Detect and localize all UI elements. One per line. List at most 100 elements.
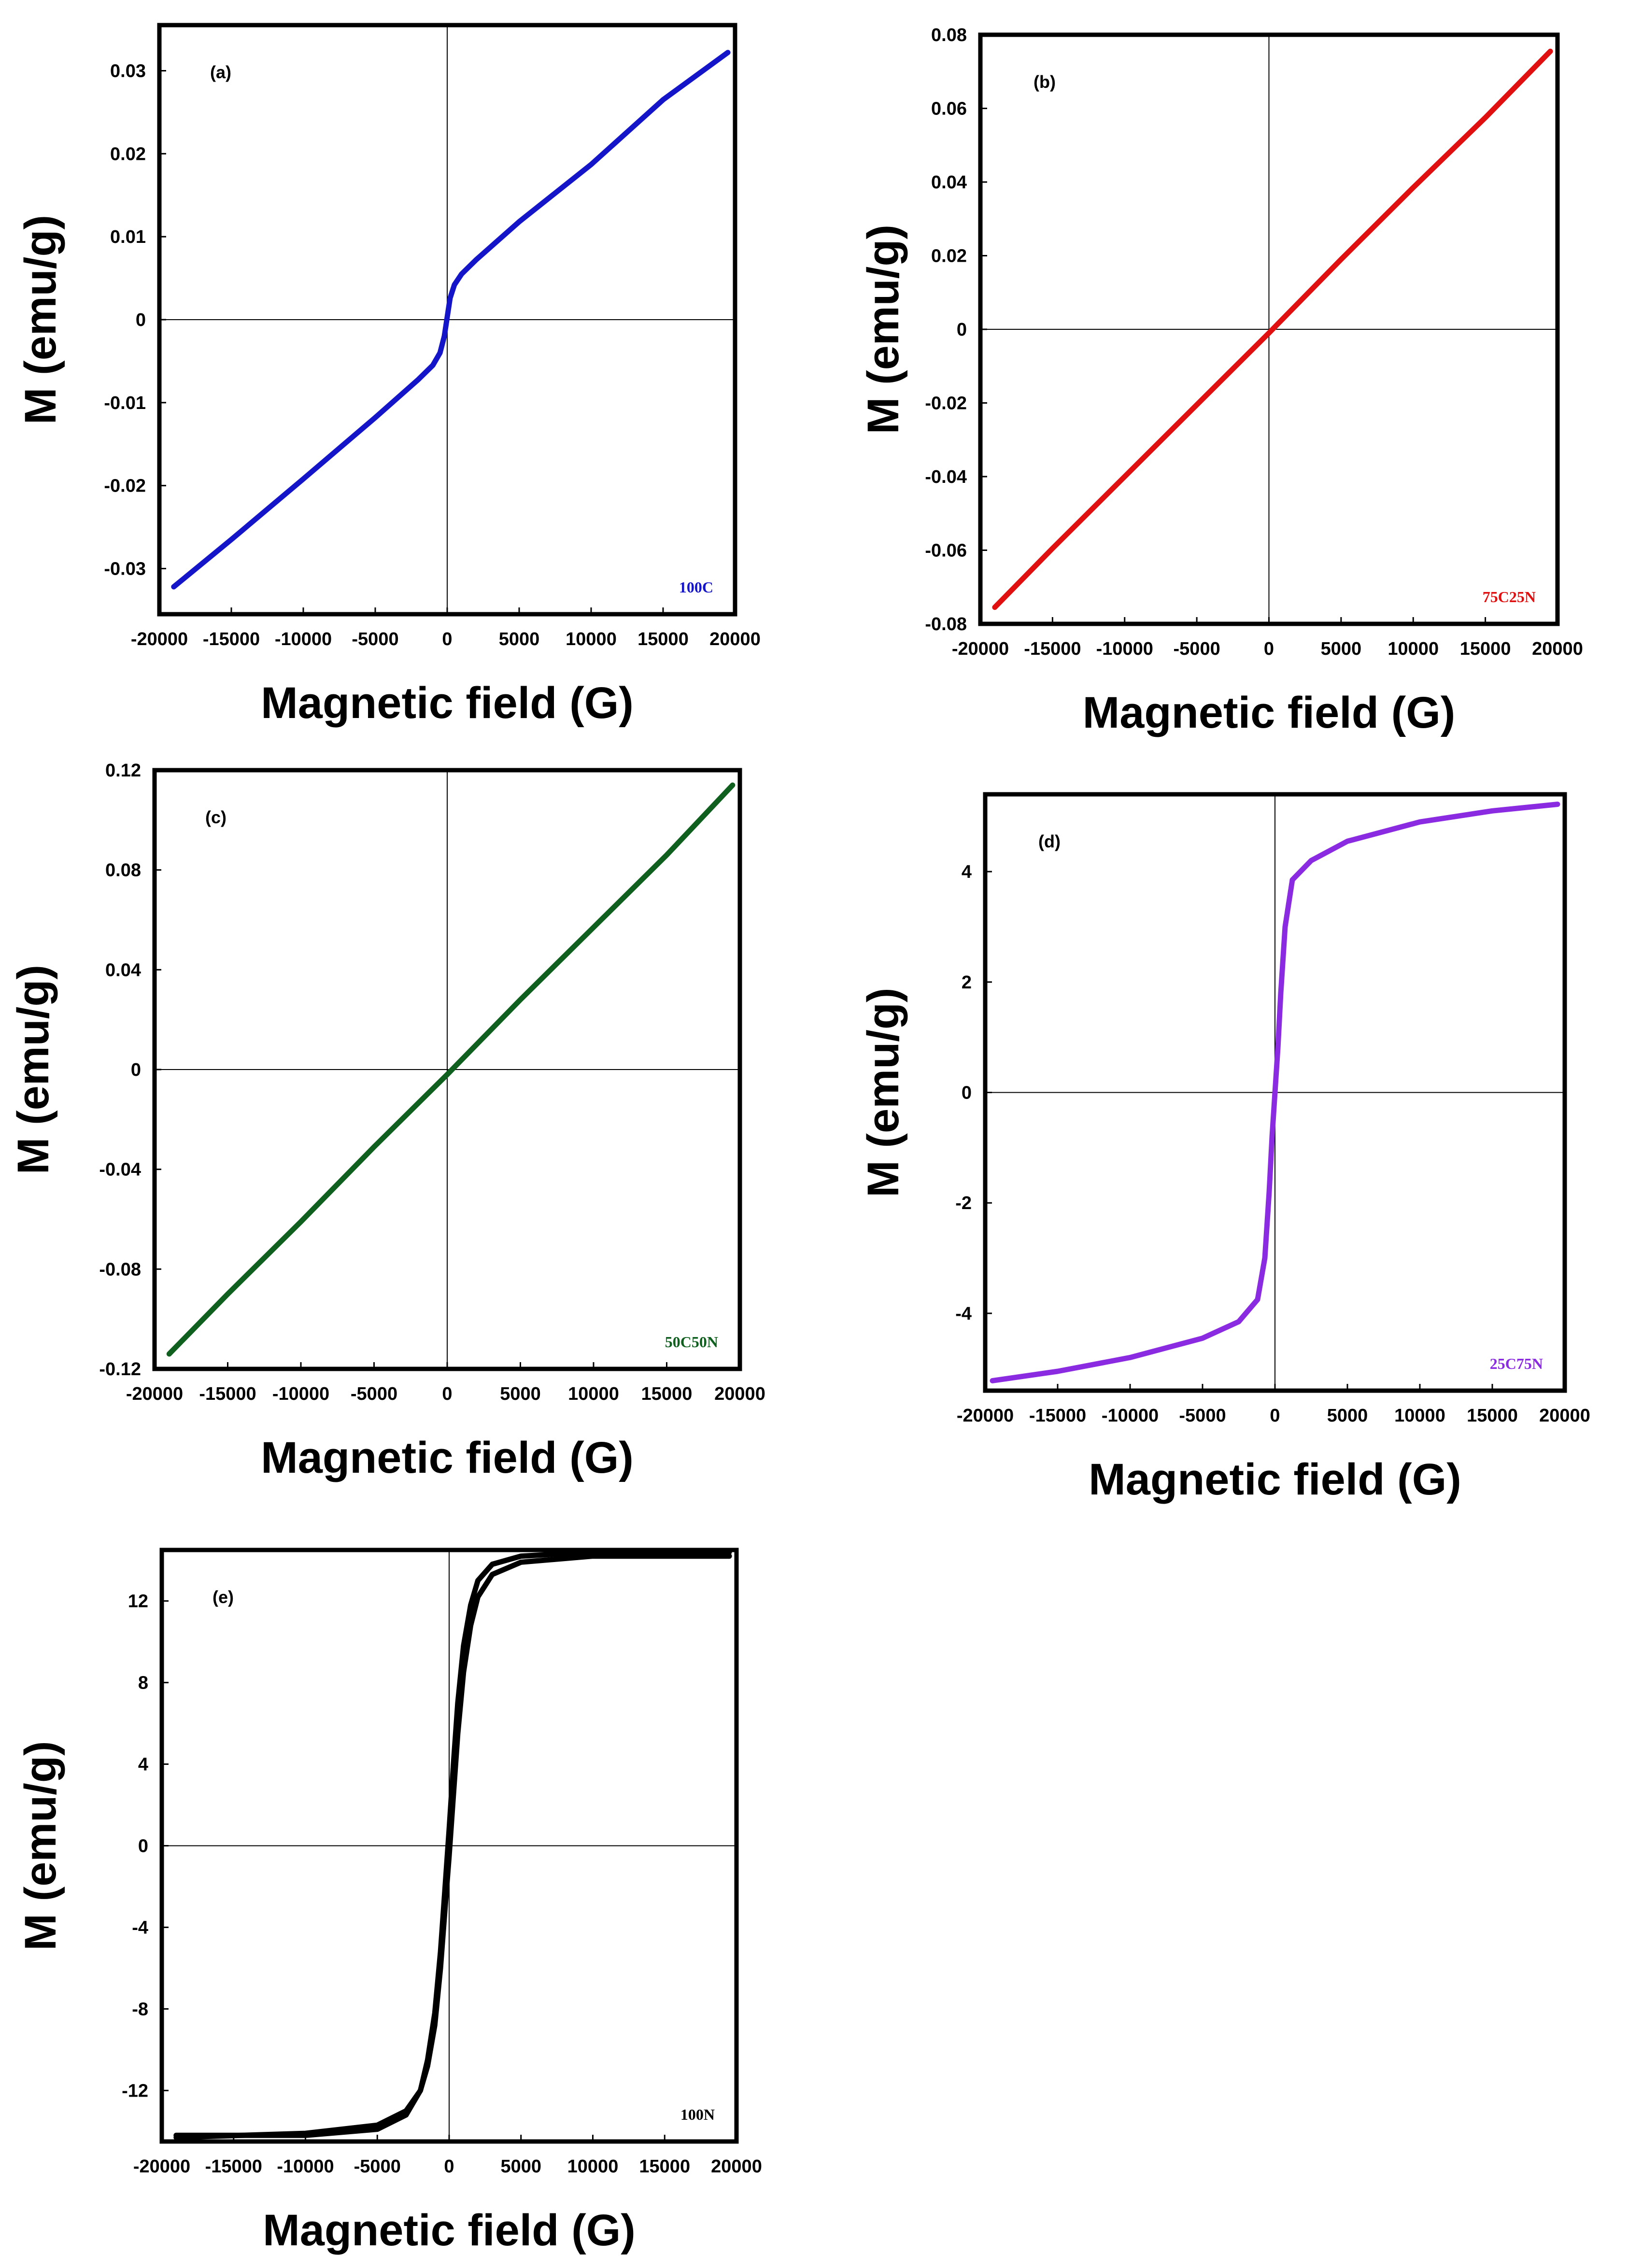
panel-d-x-tick-label: 0	[1270, 1406, 1280, 1426]
panel-a-sample-label: 100C	[679, 578, 713, 596]
panel-a-x-tick-label: 10000	[566, 629, 617, 649]
panel-e-x-axis-title: Magnetic field (G)	[263, 2206, 636, 2255]
panel-c-y-tick-label: 0.04	[105, 960, 141, 980]
panel-b-series-line-1	[992, 48, 1553, 610]
panel-c-label: (c)	[205, 807, 227, 827]
panel-a-y-tick-label: 0.02	[110, 144, 146, 164]
panel-b-y-tick-label: 0.04	[931, 172, 967, 193]
panel-b-y-tick-label: 0.02	[931, 246, 967, 267]
panel-c-y-tick-label: -0.08	[99, 1259, 141, 1280]
panel-e-y-tick-label: 0	[138, 1836, 148, 1857]
panel-c-x-tick-label: 20000	[714, 1384, 765, 1404]
panel-c-x-tick-label: -10000	[272, 1384, 329, 1404]
panel-d-y-tick-label: -4	[955, 1304, 972, 1324]
panel-d-y-tick-label: 0	[962, 1083, 972, 1103]
panel-c-y-tick-label: -0.04	[99, 1160, 141, 1180]
panel-e-y-tick-label: 8	[138, 1673, 148, 1693]
panel-e-sample-label: 100N	[680, 2106, 715, 2123]
panel-d-y-tick-label: 2	[962, 972, 972, 993]
panel-a-y-axis-title: M (emu/g)	[16, 215, 65, 424]
panel-c-x-tick-label: -20000	[126, 1384, 183, 1404]
panel-d-x-tick-label: -20000	[957, 1406, 1014, 1426]
panel-b-x-tick-label: 5000	[1321, 639, 1362, 659]
panel-a-y-tick-label: -0.03	[104, 559, 146, 579]
panel-a-x-axis-title: Magnetic field (G)	[261, 678, 634, 728]
panel-c-x-axis-title: Magnetic field (G)	[261, 1433, 634, 1482]
panel-b-y-tick-label: 0	[957, 320, 967, 340]
panel-e-y-axis-title: M (emu/g)	[16, 1741, 65, 1950]
panel-c-series-line-1	[166, 782, 736, 1357]
panel-b-x-axis-title: Magnetic field (G)	[1083, 688, 1456, 737]
panel-b-x-tick-label: -15000	[1024, 639, 1081, 659]
panel-b-y-tick-label: 0.08	[931, 25, 967, 45]
panel-d-x-tick-label: 15000	[1467, 1406, 1518, 1426]
panel-c-x-tick-label: -5000	[351, 1384, 397, 1404]
panel-b-x-tick-label: -5000	[1174, 639, 1220, 659]
panel-a-y-tick-label: -0.02	[104, 476, 146, 496]
panel-c-x-tick-label: 15000	[641, 1384, 693, 1404]
panel-d-y-axis-title: M (emu/g)	[859, 987, 908, 1197]
panel-b-y-tick-label: 0.06	[931, 99, 967, 119]
panel-e-x-tick-label: 0	[444, 2156, 454, 2177]
panel-a-y-tick-label: 0	[136, 310, 146, 330]
panel-d-x-tick-label: -15000	[1029, 1406, 1086, 1426]
panel-c-x-tick-label: 0	[442, 1384, 452, 1404]
panel-e-x-tick-label: 5000	[500, 2156, 541, 2177]
panel-b-x-tick-label: -20000	[952, 639, 1009, 659]
panel-e-y-tick-label: -4	[132, 1917, 148, 1938]
panel-d-label: (d)	[1038, 831, 1061, 851]
panel-e-x-tick-label: 10000	[567, 2156, 619, 2177]
panel-b-y-tick-label: -0.08	[925, 614, 967, 634]
panel-b-sample-label: 75C25N	[1483, 588, 1536, 606]
panel-d-sample-label: 25C75N	[1490, 1355, 1543, 1372]
panel-a-x-tick-label: 5000	[499, 629, 540, 649]
panel-a-x-tick-label: -5000	[352, 629, 398, 649]
panel-b-x-tick-label: -10000	[1096, 639, 1153, 659]
panel-b-plot-frame	[978, 32, 1560, 626]
panel-a-series-line-1	[171, 50, 731, 590]
panel-c-x-tick-label: -15000	[199, 1384, 256, 1404]
panel-d-x-tick-label: -5000	[1179, 1406, 1226, 1426]
panel-d-x-axis-title: Magnetic field (G)	[1089, 1455, 1461, 1504]
panel-b-y-tick-label: -0.04	[925, 467, 967, 487]
panel-e-y-tick-label: 12	[128, 1592, 148, 1612]
panel-d-series-line-1	[990, 802, 1560, 1383]
panel-c-y-tick-label: -0.12	[99, 1359, 141, 1380]
panel-a-x-tick-label: 15000	[637, 629, 689, 649]
panel-c-y-tick-label: 0.08	[105, 860, 141, 881]
panel-e-x-tick-label: -15000	[205, 2156, 262, 2177]
panel-c-sample-label: 50C50N	[665, 1333, 718, 1351]
panel-a-x-tick-label: 20000	[709, 629, 761, 649]
panel-e-x-tick-label: -10000	[277, 2156, 334, 2177]
panel-b-x-tick-label: 20000	[1532, 639, 1583, 659]
panel-e-x-tick-label: -20000	[133, 2156, 190, 2177]
panel-d-y-tick-label: -2	[955, 1193, 972, 1213]
panel-b-label: (b)	[1033, 72, 1056, 92]
panel-e-y-tick-label: -8	[132, 1999, 148, 2019]
panel-d-y-tick-label: 4	[962, 862, 972, 882]
panel-c-x-tick-label: 5000	[500, 1384, 541, 1404]
panel-c-y-tick-label: 0.12	[105, 761, 141, 781]
panel-c-plot-frame	[152, 768, 742, 1371]
panel-b-y-tick-label: -0.06	[925, 541, 967, 561]
panel-e-y-tick-label: -12	[122, 2081, 148, 2101]
panel-e-plot-frame	[159, 1548, 739, 2144]
panel-a-label: (a)	[210, 62, 231, 82]
panel-c-x-tick-label: 10000	[568, 1384, 619, 1404]
panel-e-series-line-2	[173, 1549, 732, 2138]
panel-c-y-tick-label: 0	[131, 1060, 141, 1080]
panel-d-x-tick-label: 10000	[1394, 1406, 1445, 1426]
panel-b-x-tick-label: 0	[1264, 639, 1274, 659]
panel-b-y-tick-label: -0.02	[925, 394, 967, 414]
panel-b-x-tick-label: 10000	[1387, 639, 1439, 659]
panel-b-x-tick-label: 15000	[1460, 639, 1511, 659]
panel-e-x-tick-label: 20000	[711, 2156, 762, 2177]
panel-e-x-tick-label: -5000	[354, 2156, 401, 2177]
panel-c-y-axis-title: M (emu/g)	[9, 965, 58, 1174]
panel-e-label: (e)	[212, 1587, 234, 1607]
panel-d-x-tick-label: 20000	[1539, 1406, 1590, 1426]
panel-d-x-tick-label: -10000	[1102, 1406, 1159, 1426]
panel-a-x-tick-label: -20000	[131, 629, 188, 649]
panel-b-y-axis-title: M (emu/g)	[859, 225, 908, 434]
panel-d-plot-frame	[983, 792, 1567, 1393]
